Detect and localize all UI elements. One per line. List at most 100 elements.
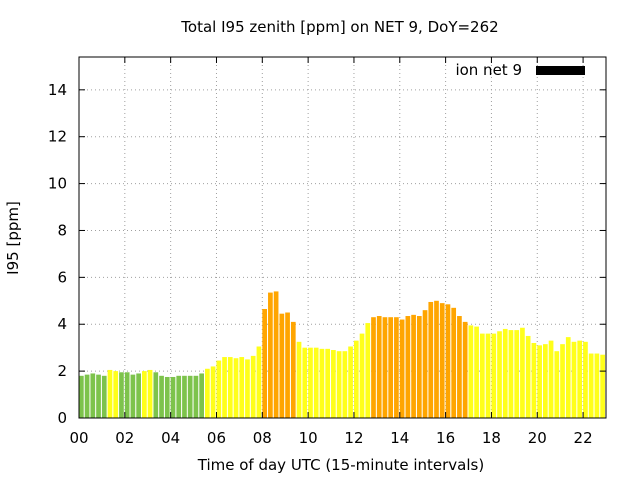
bar — [142, 371, 147, 418]
bar — [239, 357, 245, 418]
x-tick-label: 00 — [69, 429, 88, 447]
bar — [130, 374, 136, 418]
bar — [119, 372, 124, 418]
bar — [164, 376, 170, 418]
bar — [445, 304, 451, 418]
bar — [210, 366, 216, 418]
bar — [451, 307, 457, 418]
bar — [222, 357, 227, 418]
bar — [508, 330, 514, 418]
bar — [428, 301, 434, 418]
bar — [187, 375, 193, 418]
bar — [182, 375, 187, 418]
bar — [531, 342, 537, 418]
bar — [256, 346, 262, 418]
y-tick-label: 10 — [48, 175, 67, 193]
bar — [336, 351, 342, 418]
bar — [439, 303, 445, 418]
bar — [491, 333, 497, 418]
bar — [485, 333, 491, 418]
bar — [353, 340, 359, 418]
bar — [359, 333, 365, 418]
x-tick-label: 04 — [161, 429, 180, 447]
x-tick-label: 08 — [253, 429, 272, 447]
bar — [422, 310, 428, 418]
x-tick-label: 12 — [344, 429, 363, 447]
bar — [594, 353, 600, 418]
bar — [84, 374, 90, 418]
bar — [542, 344, 548, 418]
bar — [394, 317, 399, 418]
bar — [388, 317, 394, 418]
bar — [302, 347, 308, 418]
bar — [537, 345, 542, 418]
bar — [245, 359, 250, 418]
bar — [273, 291, 279, 418]
bar — [468, 325, 474, 418]
bar — [474, 326, 479, 418]
bar — [296, 341, 302, 418]
x-tick-label: 02 — [115, 429, 134, 447]
bar — [399, 319, 405, 418]
bar — [136, 373, 141, 418]
x-tick-label: 14 — [390, 429, 409, 447]
bar — [371, 317, 376, 418]
y-tick-label: 4 — [57, 315, 67, 333]
bar — [462, 321, 468, 418]
bar — [525, 335, 531, 418]
bar — [193, 375, 199, 418]
bar — [176, 375, 182, 418]
bar — [548, 340, 554, 418]
bar — [502, 328, 508, 418]
bar — [227, 357, 233, 418]
x-tick-label: 22 — [574, 429, 593, 447]
bar — [319, 348, 325, 418]
legend-swatch — [536, 66, 585, 75]
bar — [96, 374, 101, 418]
bar — [124, 372, 130, 418]
bar — [382, 317, 388, 418]
bar — [308, 347, 313, 418]
bar — [405, 316, 411, 418]
bar — [588, 353, 594, 418]
bar — [101, 375, 107, 418]
bars — [79, 291, 605, 418]
y-tick-label: 8 — [57, 221, 67, 239]
bar — [147, 369, 153, 418]
y-tick-label: 14 — [48, 81, 67, 99]
bar — [348, 346, 353, 418]
bar — [600, 354, 605, 418]
bar — [520, 327, 525, 418]
bar — [342, 351, 348, 418]
bar — [416, 316, 422, 418]
y-tick-label: 0 — [57, 409, 67, 427]
bar — [583, 341, 588, 418]
bar — [571, 341, 577, 418]
bar — [107, 369, 113, 418]
bar — [365, 323, 371, 418]
bar — [250, 355, 256, 418]
bar — [90, 373, 96, 418]
bar — [565, 337, 571, 418]
bar — [262, 308, 268, 418]
plot-frame — [78, 56, 607, 419]
x-tick-label: 20 — [528, 429, 547, 447]
bar — [331, 350, 336, 418]
y-tick-label: 12 — [48, 128, 67, 146]
x-tick-label: 18 — [482, 429, 501, 447]
bar — [153, 372, 159, 418]
bar — [285, 312, 290, 418]
bar — [313, 347, 319, 418]
bar — [514, 330, 520, 418]
bar — [268, 292, 273, 418]
bar — [233, 358, 239, 418]
y-tick-label: 2 — [57, 362, 67, 380]
bar — [560, 344, 565, 418]
bar — [411, 314, 416, 418]
bar — [205, 368, 210, 418]
x-tick-label: 16 — [436, 429, 455, 447]
bar — [216, 360, 222, 418]
bar — [79, 375, 84, 418]
